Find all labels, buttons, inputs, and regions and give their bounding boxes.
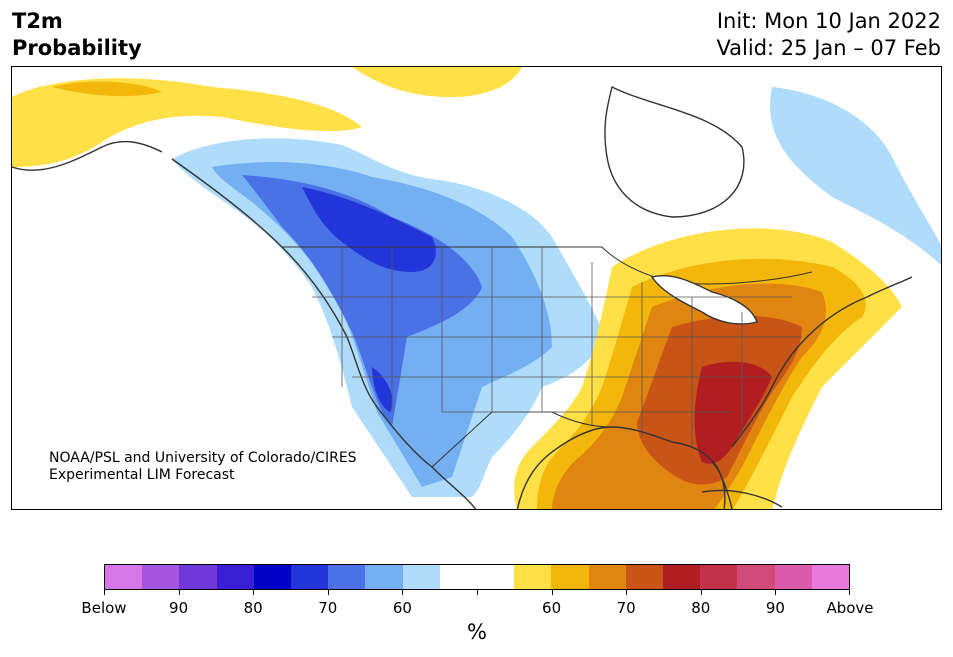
colorbar-tick [551, 590, 553, 595]
great-lakes-outline [650, 275, 758, 325]
colorbar-swatch [811, 565, 850, 589]
hudson-bay-outline [604, 85, 745, 218]
colorbar-swatch [700, 565, 738, 589]
alaska-coast-line [12, 140, 163, 171]
arctic-warm-patch [352, 67, 522, 97]
alaska-warm-core [52, 81, 162, 97]
probability-colorbar [104, 564, 850, 590]
colorbar-tick [402, 590, 404, 595]
colorbar-tick-label: 90 [765, 599, 785, 617]
product-label: Probability [12, 36, 142, 60]
colorbar-swatch [588, 565, 626, 589]
colorbar-swatch [625, 565, 664, 589]
colorbar-tick-label: Below [81, 599, 127, 617]
colorbar-swatch [216, 565, 254, 589]
warm-anomaly-region [514, 228, 902, 509]
map-title: T2m Probability [12, 8, 142, 62]
colorbar-tick [477, 590, 478, 595]
alaska-warm-patch [12, 78, 362, 167]
valid-range: Valid: 25 Jan – 07 Feb [716, 36, 941, 60]
warm-core [694, 361, 772, 464]
colorbar-swatch [514, 565, 552, 589]
variable-label: T2m [12, 9, 63, 33]
forecast-dates: Init: Mon 10 Jan 2022 Valid: 25 Jan – 07… [716, 8, 941, 62]
colorbar-swatch [439, 565, 478, 589]
init-date: Init: Mon 10 Jan 2022 [716, 9, 941, 33]
colorbar-tick [775, 590, 777, 595]
colorbar-tick [104, 590, 105, 595]
state-lines [312, 247, 802, 447]
colorbar-swatch [291, 565, 329, 589]
colorbar-tick-label: 90 [169, 599, 189, 617]
colorbar-tick-label: 60 [542, 599, 562, 617]
colorbar-swatch [737, 565, 775, 589]
coastlines-and-borders [12, 85, 913, 509]
colorbar-tick [253, 590, 255, 595]
colorbar-tick-label: 60 [392, 599, 412, 617]
colorbar-tick-label: Above [826, 599, 874, 617]
colorbar-swatch [402, 565, 440, 589]
colorbar-tick [178, 590, 180, 595]
colorbar-swatch [663, 565, 701, 589]
credit-line-2: Experimental LIM Forecast [49, 467, 235, 483]
cold-anomaly-region [172, 138, 602, 497]
cold-core [302, 187, 436, 272]
east-coast-line [731, 276, 913, 448]
credit-line-1: NOAA/PSL and University of Colorado/CIRE… [49, 450, 357, 466]
labrador-cool-patch [770, 87, 941, 266]
colorbar-tick-label: 80 [243, 599, 263, 617]
cold-coast-strip [372, 367, 393, 412]
colorbar-swatch [551, 565, 589, 589]
colorbar-tick [700, 590, 702, 595]
colorbar-swatch [477, 565, 515, 589]
colorbar-tick [327, 590, 329, 595]
colorbar-swatch [253, 565, 292, 589]
map-canvas [12, 67, 941, 509]
colorbar-tick [849, 590, 850, 595]
forecast-credit: NOAA/PSL and University of Colorado/CIRE… [49, 450, 357, 484]
forecast-map: NOAA/PSL and University of Colorado/CIRE… [11, 66, 942, 510]
colorbar-tick-label: 70 [318, 599, 338, 617]
cuba-outline [701, 489, 783, 508]
colorbar-tick-label: 70 [616, 599, 636, 617]
colorbar-swatch [774, 565, 812, 589]
northern-warm-patches [12, 67, 941, 266]
colorbar-swatch [328, 565, 366, 589]
colorbar-swatch [142, 565, 180, 589]
colorbar-swatch [365, 565, 403, 589]
florida-outline [711, 461, 726, 509]
colorbar-swatch [105, 565, 143, 589]
colorbar-swatch [179, 565, 217, 589]
colorbar-tick [626, 590, 628, 595]
colorbar-tick-label: 80 [691, 599, 711, 617]
colorbar-unit: % [467, 620, 487, 644]
